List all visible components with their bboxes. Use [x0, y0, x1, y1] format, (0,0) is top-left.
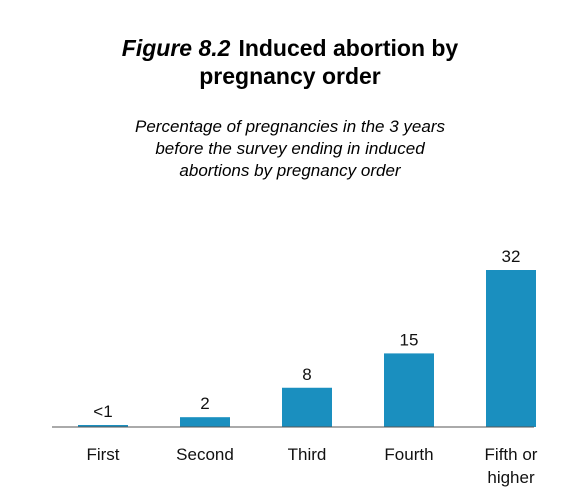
bars-group: <1 First 2 Second 8 Third 15 Fourth 32 Fifth or hi… — [78, 247, 538, 487]
x-tick-label-second: Second — [176, 445, 234, 464]
bar-fourth — [384, 353, 434, 427]
x-tick-label-fourth: Fourth — [384, 445, 433, 464]
chart-subtitle: Percentage of pregnancies in the 3 years… — [60, 116, 520, 182]
subtitle-line-3: abortions by pregnancy order — [179, 161, 401, 180]
x-tick-label-third: Third — [288, 445, 327, 464]
bar-first — [78, 425, 128, 427]
data-label-first: <1 — [93, 402, 112, 421]
bar-second — [180, 417, 230, 427]
subtitle-line-1: Percentage of pregnancies in the 3 years — [135, 117, 445, 136]
bar-third — [282, 387, 332, 427]
x-tick-label-fifth-or-higher: Fifth or — [485, 445, 538, 464]
x-tick-label-first: First — [86, 445, 119, 464]
data-label-second: 2 — [200, 394, 209, 413]
chart-title: Figure 8.2 Induced abortion by pregnancy … — [0, 34, 580, 90]
data-label-fourth: 15 — [400, 330, 419, 349]
x-tick-label-fifth-or-higher-line-2: higher — [487, 468, 535, 487]
data-label-third: 8 — [302, 365, 311, 384]
figure-label: Figure 8.2 — [121, 35, 231, 61]
subtitle-line-2: before the survey ending in induced — [155, 139, 425, 158]
data-label-fifth-or-higher: 32 — [502, 247, 521, 266]
title-line-2: pregnancy order — [199, 63, 381, 89]
title-line-1: Induced abortion by — [238, 35, 459, 61]
bar-fifth-or-higher — [486, 270, 536, 427]
